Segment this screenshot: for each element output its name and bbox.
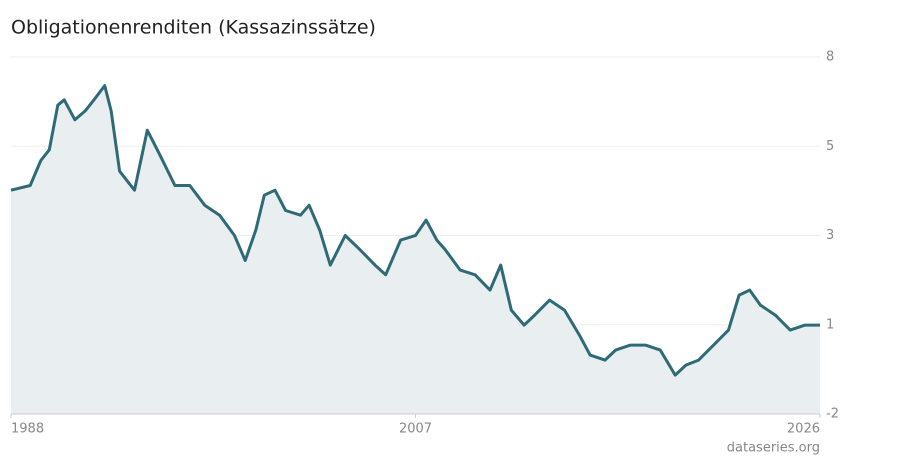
chart-title: Obligationenrenditen (Kassazinssätze) [11,17,376,39]
y-tick-label: 5 [826,139,834,154]
y-tick-label: 3 [826,228,834,243]
x-tick-label: 2026 [787,422,820,437]
source: dataseries.org [727,441,820,456]
y-tick-label: 8 [826,50,834,65]
y-tick-label: -2 [826,407,839,422]
x-tick-label: 1988 [11,422,44,437]
y-tick-label: 1 [826,317,834,332]
line [10,84,820,377]
x-tick-label: 2007 [399,422,432,437]
area [11,85,820,414]
